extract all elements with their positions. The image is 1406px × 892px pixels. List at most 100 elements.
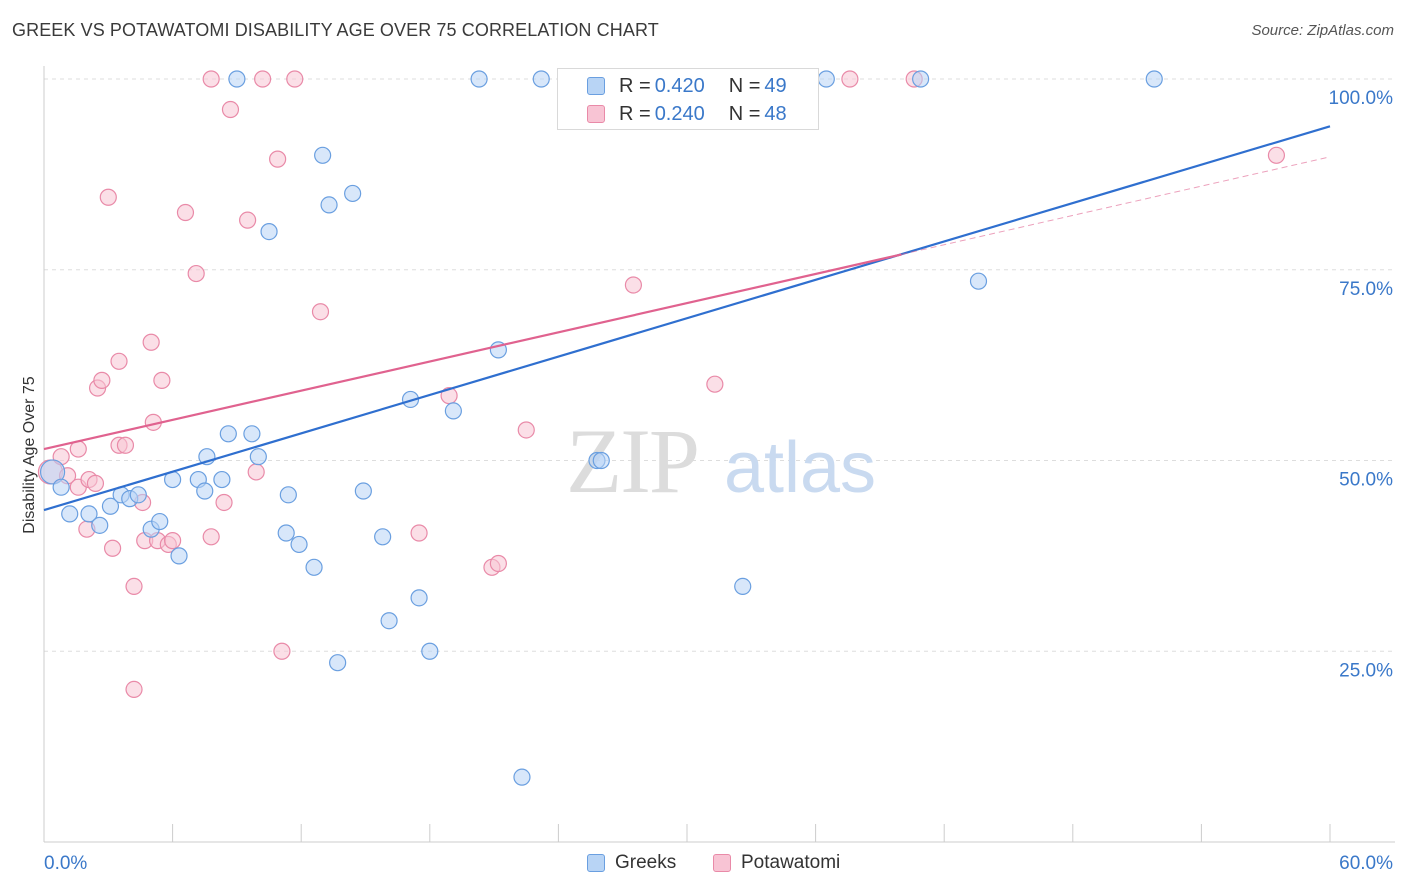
potawatomi-r-value: 0.240 [654, 102, 705, 125]
bottom-greeks-swatch [587, 854, 605, 872]
potawatomi-point [164, 532, 182, 550]
greeks-point [213, 470, 231, 489]
bottom-potawatomi-label: Potawatomi [741, 852, 841, 873]
potawatomi-trend-extension [901, 156, 1331, 255]
greeks-point [249, 448, 267, 466]
y-tick-label: 75.0% [1339, 279, 1393, 300]
potawatomi-point [410, 524, 428, 542]
legend: R = 0.420 N = 49 R = 0.240 N = 48 [557, 68, 819, 130]
potawatomi-point [187, 264, 205, 283]
greeks-point [290, 535, 308, 554]
greeks-point [39, 459, 66, 485]
greeks-point [196, 482, 214, 500]
potawatomi-point [116, 436, 135, 454]
chart-title: GREEK VS POTAWATOMI DISABILITY AGE OVER … [12, 20, 659, 40]
greeks-points [39, 70, 1163, 786]
greeks-point [314, 146, 332, 164]
greeks-point [305, 558, 323, 576]
potawatomi-point [311, 303, 330, 321]
bottom-legend-greeks: Greeks [587, 852, 676, 874]
trend-lines [43, 125, 1331, 512]
legend-row-potawatomi: R = 0.240 N = 48 [558, 100, 787, 128]
y-axis-label: Disability Age Over 75 [21, 376, 38, 534]
y-tick-label: 100.0% [1329, 88, 1394, 109]
greeks-point [912, 70, 930, 88]
legend-row-greeks: R = 0.420 N = 49 [558, 72, 787, 100]
greeks-point [592, 451, 610, 470]
greeks-point [320, 196, 338, 214]
greeks-point [277, 524, 295, 542]
greeks-point [410, 589, 428, 607]
greeks-point [354, 482, 372, 500]
potawatomi-point [269, 150, 287, 168]
source-note: Source: ZipAtlas.com [1251, 22, 1394, 39]
greeks-point [734, 577, 752, 595]
greeks-point [151, 512, 169, 531]
greeks-r-value: 0.420 [654, 74, 705, 97]
greeks-point [329, 654, 347, 672]
watermark-zip: ZIP [566, 410, 698, 512]
greeks-point [61, 505, 79, 523]
potawatomi-point [103, 539, 122, 557]
greeks-point [228, 70, 246, 88]
potawatomi-point [273, 642, 291, 660]
potawatomi-n-value: 48 [764, 102, 787, 125]
greeks-point [817, 70, 835, 88]
bottom-legend-potawatomi: Potawatomi [713, 852, 840, 874]
potawatomi-point [202, 70, 220, 88]
potawatomi-point [221, 100, 240, 119]
greeks-point [444, 402, 462, 420]
potawatomi-point [125, 680, 143, 699]
potawatomi-point [86, 474, 105, 492]
y-tick-label: 50.0% [1339, 470, 1393, 491]
greeks-point [380, 612, 398, 630]
greeks-r-label: R = [619, 74, 651, 97]
potawatomi-point [99, 188, 117, 206]
greeks-point [421, 642, 439, 660]
potawatomi-point [489, 554, 507, 573]
potawatomi-point [153, 371, 171, 389]
potawatomi-point [254, 70, 272, 88]
potawatomi-points [37, 70, 1286, 699]
potawatomi-point [176, 203, 195, 222]
greeks-n-label: N = [728, 74, 761, 97]
greeks-point [101, 497, 120, 515]
greeks-point [470, 70, 488, 88]
greeks-n-value: 49 [764, 74, 787, 97]
greeks-point [532, 70, 550, 88]
greeks-point [219, 425, 237, 443]
potawatomi-trend-line [43, 253, 902, 451]
greeks-point [52, 478, 70, 496]
x-tick-label: 0.0% [44, 853, 87, 874]
axes [43, 66, 1395, 843]
greeks-point [170, 547, 188, 565]
potawatomi-point [142, 333, 160, 351]
potawatomi-point [215, 493, 233, 512]
greeks-swatch [587, 77, 605, 95]
grid-lines [44, 78, 1395, 652]
greeks-point [260, 223, 278, 241]
x-tick-labels: 0.0% 60.0% [44, 853, 1393, 874]
potawatomi-point [286, 70, 304, 88]
greeks-point [374, 528, 392, 546]
potawatomi-r-label: R = [619, 102, 651, 125]
potawatomi-point [624, 276, 643, 294]
greeks-trend-line [43, 125, 1331, 512]
greeks-point [1145, 70, 1163, 88]
potawatomi-point [239, 211, 257, 229]
potawatomi-swatch [587, 105, 605, 123]
greeks-point [279, 486, 297, 504]
potawatomi-point [247, 463, 265, 481]
watermark: ZIP atlas [566, 410, 876, 512]
greeks-point [80, 505, 98, 523]
bottom-greeks-label: Greeks [615, 852, 677, 873]
greeks-point [91, 516, 109, 534]
greeks-point [129, 486, 147, 504]
potawatomi-n-label: N = [728, 102, 761, 125]
watermark-atlas: atlas [724, 428, 876, 508]
potawatomi-point [125, 577, 143, 595]
y-tick-labels: 25.0% 50.0% 75.0% 100.0% [1329, 88, 1394, 681]
greeks-point [243, 425, 261, 443]
bottom-potawatomi-swatch [713, 854, 731, 872]
x-tick-label: 60.0% [1339, 853, 1393, 874]
